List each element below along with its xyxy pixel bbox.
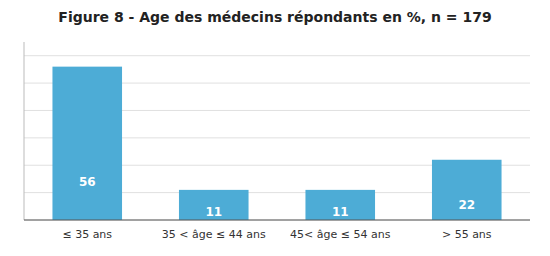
- data-label: 11: [205, 205, 222, 219]
- x-tick-label: 45< âge ≤ 54 ans: [290, 228, 391, 241]
- x-tick-label: ≤ 35 ans: [62, 228, 112, 241]
- data-label: 56: [79, 175, 96, 189]
- title: Figure 8 - Age des médecins répondants e…: [58, 9, 491, 25]
- chart-container: Figure 8 - Age des médecins répondants e…: [0, 0, 550, 256]
- grid: [24, 56, 530, 220]
- background: [0, 0, 550, 256]
- page: {"chart_data": {"type": "bar", "title": …: [0, 0, 550, 256]
- x-tick-label: 35 < âge ≤ 44 ans: [162, 228, 266, 241]
- chart-svg: Figure 8 - Age des médecins répondants e…: [0, 0, 550, 256]
- x-axis-line: [24, 220, 530, 221]
- bar: [179, 190, 249, 220]
- bars: [52, 67, 501, 220]
- y-axis-line: [24, 42, 25, 220]
- x-tick-label: > 55 ans: [442, 228, 492, 241]
- bar: [305, 190, 375, 220]
- grid-line: [24, 55, 530, 56]
- data-label: 22: [458, 198, 475, 212]
- bar: [52, 67, 122, 220]
- bar: [432, 160, 502, 220]
- data-label: 11: [332, 205, 349, 219]
- grid-line: [24, 220, 530, 221]
